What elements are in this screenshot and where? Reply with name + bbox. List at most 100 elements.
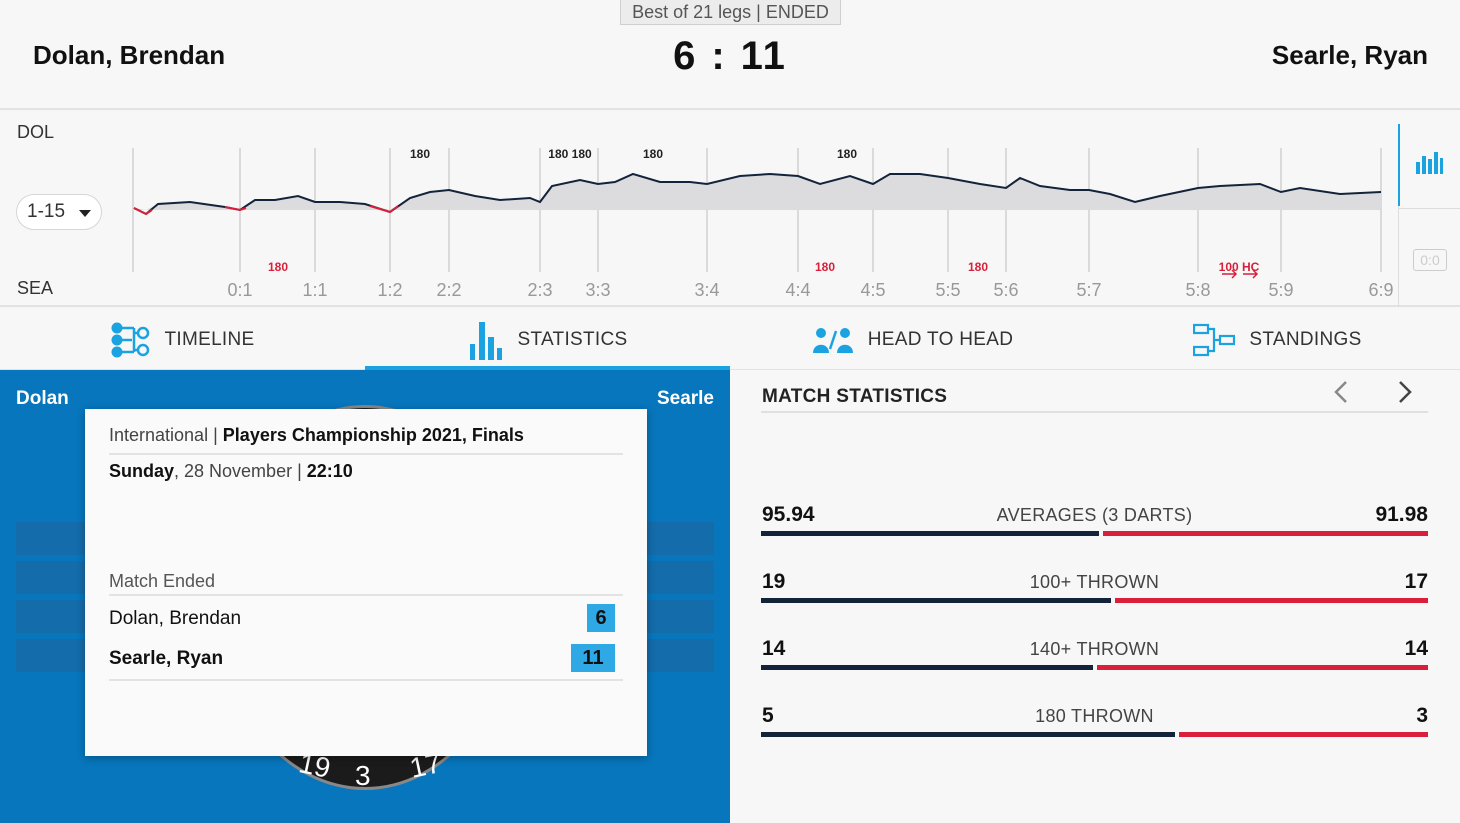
stat-away-value: 17 [1404,570,1428,593]
bar-chart-toggle-icon[interactable] [1415,150,1443,174]
stat-away-bar [1179,732,1428,737]
leg-range-value: 1-15 [27,201,66,222]
leg-label: 3:4 [694,280,719,300]
tab-timeline-label: TIMELINE [164,328,255,350]
caret-down-icon [79,210,91,217]
match-header: Best of 21 legs | ENDED Dolan, Brendan 6… [0,0,1460,110]
match-format-badge: Best of 21 legs | ENDED [620,0,841,25]
home-player-name[interactable]: Dolan, Brendan [33,40,226,70]
stat-away-value: 14 [1404,637,1428,660]
momentum-away-segment [369,205,399,214]
card-home-player[interactable]: Dolan, Brendan [109,608,242,629]
away-short-name: Searle [656,388,714,409]
chevron-right-icon[interactable] [1392,380,1416,404]
leg-label: 1:2 [377,280,402,300]
match-status: Match Ended [109,571,216,591]
leg-label: 2:3 [527,280,552,300]
stat-home-bar [761,531,1099,536]
away-player-name[interactable]: Searle, Ryan [1271,40,1428,70]
timeline-icon [110,321,150,359]
match-score: 6:11 [0,34,1460,79]
tournament-category: International [109,425,209,445]
card-away-player[interactable]: Searle, Ryan [109,648,224,669]
tournament-separator: | [213,425,218,445]
leg-label: 5:8 [1185,280,1210,300]
head-to-head-icon [812,327,854,353]
home-180-marker: 180 180 [548,147,592,161]
tournament-line: International | Players Championship 202… [109,425,623,453]
stat-home-value: 5 [762,704,774,727]
home-short-name: Dolan [16,388,69,409]
away-180-marker: 180 [268,260,288,274]
tab-statistics-label: STATISTICS [517,328,628,350]
stat-row: 180 THROWN 5 3 [761,704,1428,744]
side-divider [1399,208,1460,209]
stat-away-bar [1097,665,1428,670]
home-180-marker: 180 [410,147,430,161]
home-code: DOL [17,122,55,142]
leg-label: 0:1 [227,280,252,300]
leg-label: 4:5 [860,280,885,300]
home-180-marker: 180 [643,147,663,161]
tab-head-to-head-label: HEAD TO HEAD [867,328,1014,350]
away-180-marker: 180 [815,260,835,274]
stat-home-value: 19 [762,570,786,593]
board-number: 3 [355,760,371,791]
momentum-plot: 0:1 1:1 1:2 2:2 2:3 3:3 3:4 4:4 4:5 5:5 5:6 5:7 5:8 5… [132,147,1394,300]
match-datetime: Sunday, 28 November | 22:10 [109,461,623,482]
stat-row: AVERAGES (3 DARTS) 95.94 91.98 [761,503,1428,543]
leg-label: 2:2 [436,280,461,300]
away-code: SEA [17,278,54,298]
stat-home-bar [761,598,1111,603]
score-toggle-icon[interactable]: 0:0 [1413,249,1447,271]
card-divider [109,679,623,681]
leg-label: 5:6 [993,280,1018,300]
graph-side-controls: 0:0 [1398,124,1460,307]
stat-away-bar [1103,531,1428,536]
card-home-score: 6 [587,604,615,632]
match-statistics-title: MATCH STATISTICS [762,386,948,407]
stat-home-value: 14 [762,637,786,660]
tab-standings[interactable]: STANDINGS [1095,309,1460,370]
tab-timeline[interactable]: TIMELINE [0,309,365,370]
leg-range-select[interactable]: 1-15 [16,194,102,230]
momentum-line [133,172,1382,216]
momentum-away-segment [224,206,247,212]
stat-label: AVERAGES (3 DARTS) [996,505,1193,525]
match-statistics-panel: MATCH STATISTICS AVERAGES (3 DARTS) 95.94… [730,370,1460,823]
match-info-card: International | Players Championship 202… [85,409,647,756]
away-score: 11 [740,34,787,78]
tab-statistics[interactable]: STATISTICS [365,309,730,371]
leg-label: 5:9 [1268,280,1293,300]
stat-row: 100+ THROWN 19 17 [761,570,1428,610]
stat-away-value: 3 [1416,704,1428,727]
bracket-icon [1193,323,1236,357]
match-time: 22:10 [306,461,353,481]
leg-label: 3:3 [585,280,610,300]
leg-label: 1:1 [302,280,327,300]
chevron-left-icon[interactable] [1330,380,1354,404]
bar-chart-icon [468,320,504,360]
stat-away-bar [1115,598,1428,603]
home-score: 6 [673,34,698,78]
leg-label: 5:7 [1076,280,1101,300]
title-underline [761,411,1428,413]
momentum-area [134,174,1381,210]
stat-label: 140+ THROWN [1029,639,1160,659]
leg-label: 5:5 [935,280,960,300]
away-180-marker: 180 [968,260,988,274]
dartboard-panel: Dolan Searle 19 3 17 International | Pla… [0,370,730,823]
momentum-away-segment [133,207,153,216]
tab-head-to-head[interactable]: HEAD TO HEAD [730,309,1095,370]
stat-home-value: 95.94 [762,503,815,526]
leg-label: 6:9 [1368,280,1393,300]
tab-bar: TIMELINE STATISTICS HEAD TO HEAD [0,309,1460,371]
away-checkout-marker: 100 HC [1219,260,1260,274]
stat-label: 100+ THROWN [1029,572,1160,592]
leg-label: 4:4 [785,280,810,300]
match-momentum-graph: DOL SEA 1-15 0:1 1:1 1:2 2:2 2:3 3:3 3:4 4:4 4:5… [0,112,1460,307]
tournament-name: Players Championship 2021, Finals [222,425,524,445]
stat-home-bar [761,732,1175,737]
stat-row: 140+ THROWN 14 14 [761,637,1428,677]
match-weekday: Sunday [109,461,175,481]
